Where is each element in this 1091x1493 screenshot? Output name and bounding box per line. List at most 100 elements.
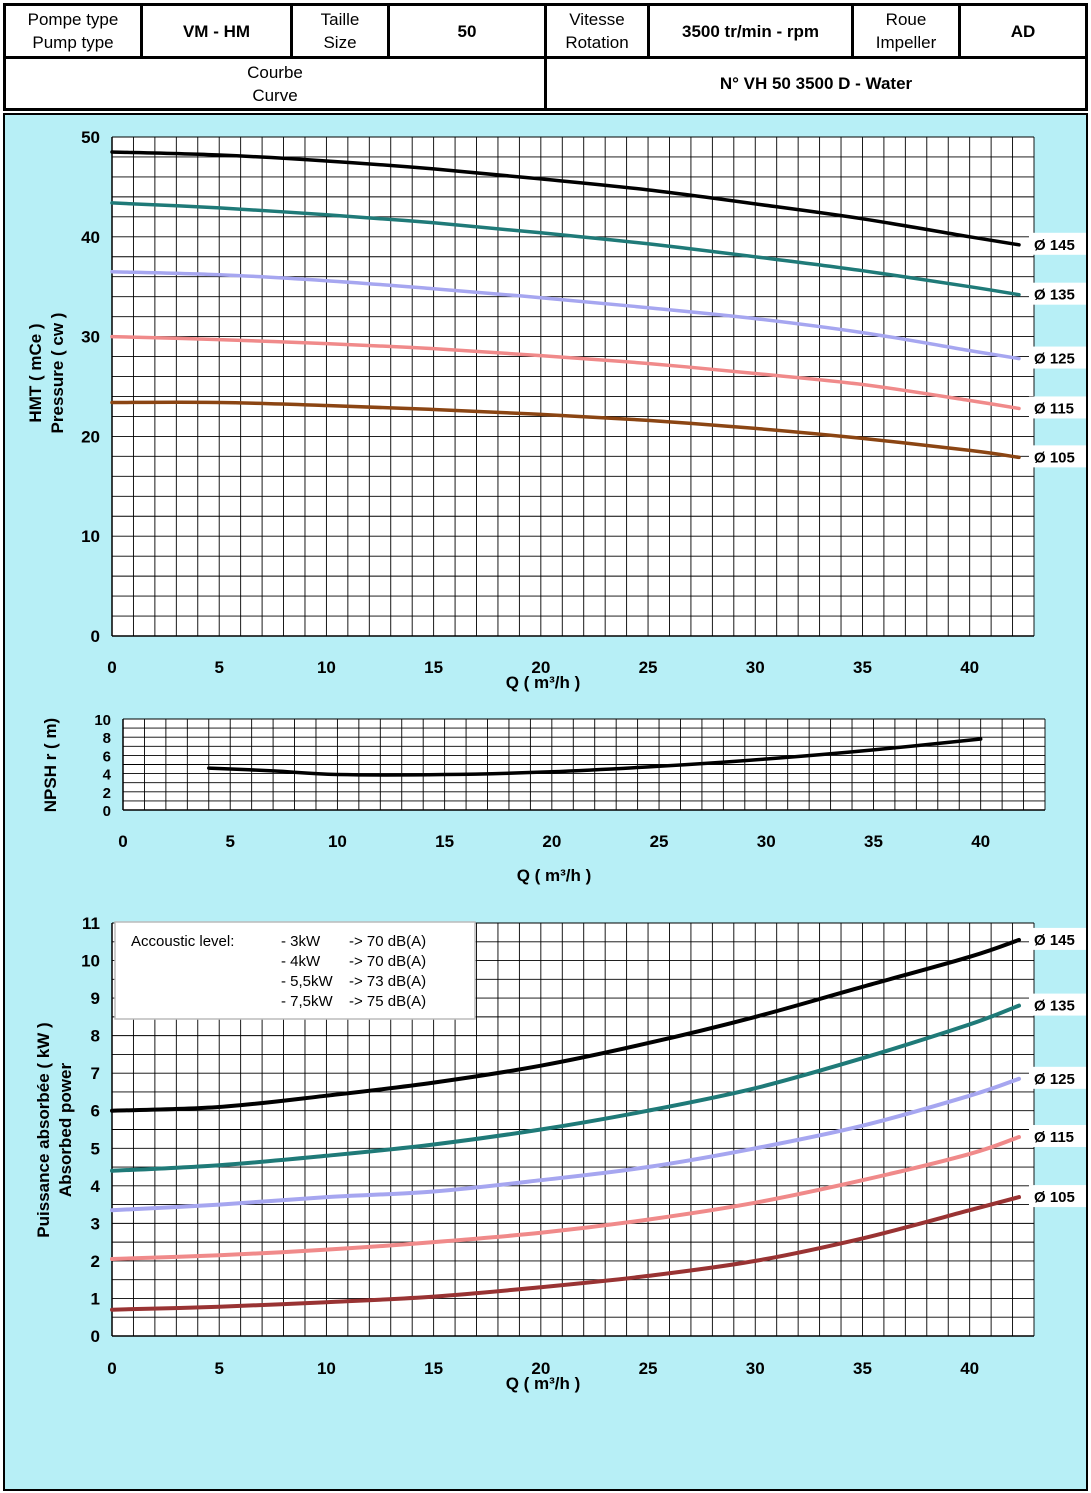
rotation-label-fr: Vitesse: [569, 10, 625, 29]
power-y-tick-label: 5: [91, 1139, 100, 1158]
hmt-series-label-bg: [1028, 445, 1086, 468]
size-label-cell: Taille Size: [290, 3, 390, 59]
power-y-axis-label: Absorbed power: [56, 1063, 75, 1198]
power-x-tick-label: 15: [424, 1359, 443, 1378]
rotation-value: 3500 tr/min - rpm: [647, 3, 854, 59]
hmt-series-line: [110, 269, 1021, 361]
npsh-y-axis-label: NPSH r ( m): [41, 718, 60, 812]
hmt-series-label: Ø 105: [1034, 449, 1075, 466]
npsh-x-tick-label: 10: [328, 832, 347, 851]
power-y-tick-label: 2: [91, 1252, 100, 1271]
npsh-grid: [122, 718, 1046, 811]
power-x-tick-label: 5: [214, 1359, 223, 1378]
rotation-label-en: Rotation: [565, 33, 629, 52]
power-y-axis-label: Puissance absorbée ( kW ): [34, 1022, 53, 1237]
power-chart: 0 1 2 3 4 5 6 7 8 9 10 11 0 5 10 15 20 25 30 35 40 Q ( m³/h )…: [34, 914, 1086, 1393]
power-series-label-bg: [1028, 993, 1086, 1016]
npsh-y-tick-label: 6: [103, 748, 111, 765]
hmt-y-tick-label: 10: [81, 527, 100, 546]
power-series-label: Ø 115: [1034, 1129, 1074, 1146]
pump-type-label-fr: Pompe type: [27, 10, 119, 29]
power-series-label-bg: [1028, 1125, 1086, 1148]
hmt-x-tick-label: 5: [214, 658, 223, 677]
power-annotation-level: -> 70 dB(A): [349, 933, 426, 950]
hmt-y-axis-label: HMT ( mCe ): [26, 323, 45, 422]
power-annotation-level: -> 70 dB(A): [349, 953, 426, 970]
hmt-series-line: [110, 201, 1021, 297]
pump-type-value: VM - HM: [140, 3, 293, 59]
hmt-series-line: [110, 400, 1021, 460]
impeller-label-cell: Roue Impeller: [851, 3, 961, 59]
power-series-line: [110, 1003, 1021, 1173]
power-series-label: Ø 105: [1034, 1189, 1075, 1206]
hmt-x-tick-label: 15: [424, 658, 443, 677]
hmt-series-label: Ø 145: [1034, 237, 1075, 254]
hmt-series-line: [110, 334, 1021, 411]
power-y-tick-label: 9: [91, 989, 100, 1008]
power-annotation-level: -> 73 dB(A): [349, 973, 426, 990]
npsh-x-tick-label: 40: [971, 832, 990, 851]
rotation-label-cell: Vitesse Rotation: [544, 3, 650, 59]
curve-label-fr: Courbe: [247, 62, 303, 82]
hmt-y-tick-label: 20: [81, 427, 100, 446]
npsh-x-tick-label: 5: [225, 832, 234, 851]
power-series-line: [110, 1076, 1021, 1213]
power-y-tick-label: 7: [91, 1064, 100, 1083]
npsh-x-axis-label: Q ( m³/h ): [517, 866, 592, 885]
curve-label-cell: Courbe Curve: [3, 56, 547, 111]
hmt-y-tick-label: 50: [81, 128, 100, 147]
power-annotation-box: [114, 921, 476, 1020]
power-y-tick-label: 4: [91, 1177, 101, 1196]
power-y-tick-label: 0: [91, 1327, 100, 1346]
pump-type-label-cell: Pompe type Pump type: [3, 3, 143, 59]
impeller-value: AD: [958, 3, 1088, 59]
npsh-x-tick-label: 0: [118, 832, 127, 851]
hmt-grid: [111, 136, 1035, 637]
hmt-x-tick-label: 35: [853, 658, 872, 677]
power-series-line: [110, 1135, 1021, 1261]
hmt-x-tick-label: 10: [317, 658, 336, 677]
npsh-x-tick-label: 35: [864, 832, 883, 851]
hmt-series-label: Ø 135: [1034, 287, 1075, 304]
power-series-line: [110, 1195, 1021, 1312]
npsh-series-line: [207, 737, 983, 777]
power-x-tick-label: 40: [960, 1359, 979, 1378]
power-annotation-power: - 4kW: [281, 953, 321, 970]
power-x-tick-label: 30: [746, 1359, 765, 1378]
npsh-y-tick-label: 0: [103, 803, 111, 820]
hmt-x-tick-label: 0: [107, 658, 116, 677]
header: Pompe type Pump type VM - HM Taille Size 5…: [3, 3, 1088, 111]
hmt-series-label-bg: [1028, 396, 1086, 419]
hmt-y-axis-label: Pressure ( cw ): [48, 313, 67, 434]
power-x-tick-label: 0: [107, 1359, 116, 1378]
npsh-y-tick-label: 10: [94, 712, 111, 729]
npsh-y-tick-label: 4: [103, 767, 112, 784]
power-x-tick-label: 25: [639, 1359, 658, 1378]
impeller-label-fr: Roue: [885, 10, 927, 29]
size-label-en: Size: [323, 33, 357, 52]
npsh-y-tick-label: 2: [103, 785, 111, 802]
power-annotation-power: - 7,5kW: [281, 993, 334, 1010]
power-annotation-level: -> 75 dB(A): [349, 993, 426, 1010]
power-y-tick-label: 6: [91, 1102, 100, 1121]
power-y-tick-label: 8: [91, 1027, 100, 1046]
hmt-plot-area: [112, 137, 1034, 636]
power-series-label: Ø 145: [1034, 932, 1075, 949]
hmt-x-tick-label: 40: [960, 658, 979, 677]
power-series-label: Ø 125: [1034, 1071, 1075, 1088]
chart-panel: 0 10 20 30 40 50 0 5 10 15 20 25 30 35 40 Q ( m³/h ) HMT…: [3, 113, 1088, 1491]
hmt-series-label-bg: [1028, 346, 1086, 369]
hmt-series-label-bg: [1028, 282, 1086, 305]
hmt-series-label-bg: [1028, 232, 1086, 255]
curve-label-en: Curve: [252, 85, 298, 105]
hmt-series-line: [110, 150, 1021, 247]
power-x-tick-label: 20: [531, 1359, 550, 1378]
power-annotation-power: - 5,5kW: [281, 973, 334, 990]
size-label-fr: Taille: [320, 10, 360, 29]
power-annotation-title: Accoustic level:: [131, 933, 234, 950]
power-x-tick-label: 10: [317, 1359, 336, 1378]
power-series-label-bg: [1028, 927, 1086, 950]
power-y-tick-label: 3: [91, 1214, 100, 1233]
hmt-x-tick-label: 25: [639, 658, 658, 677]
